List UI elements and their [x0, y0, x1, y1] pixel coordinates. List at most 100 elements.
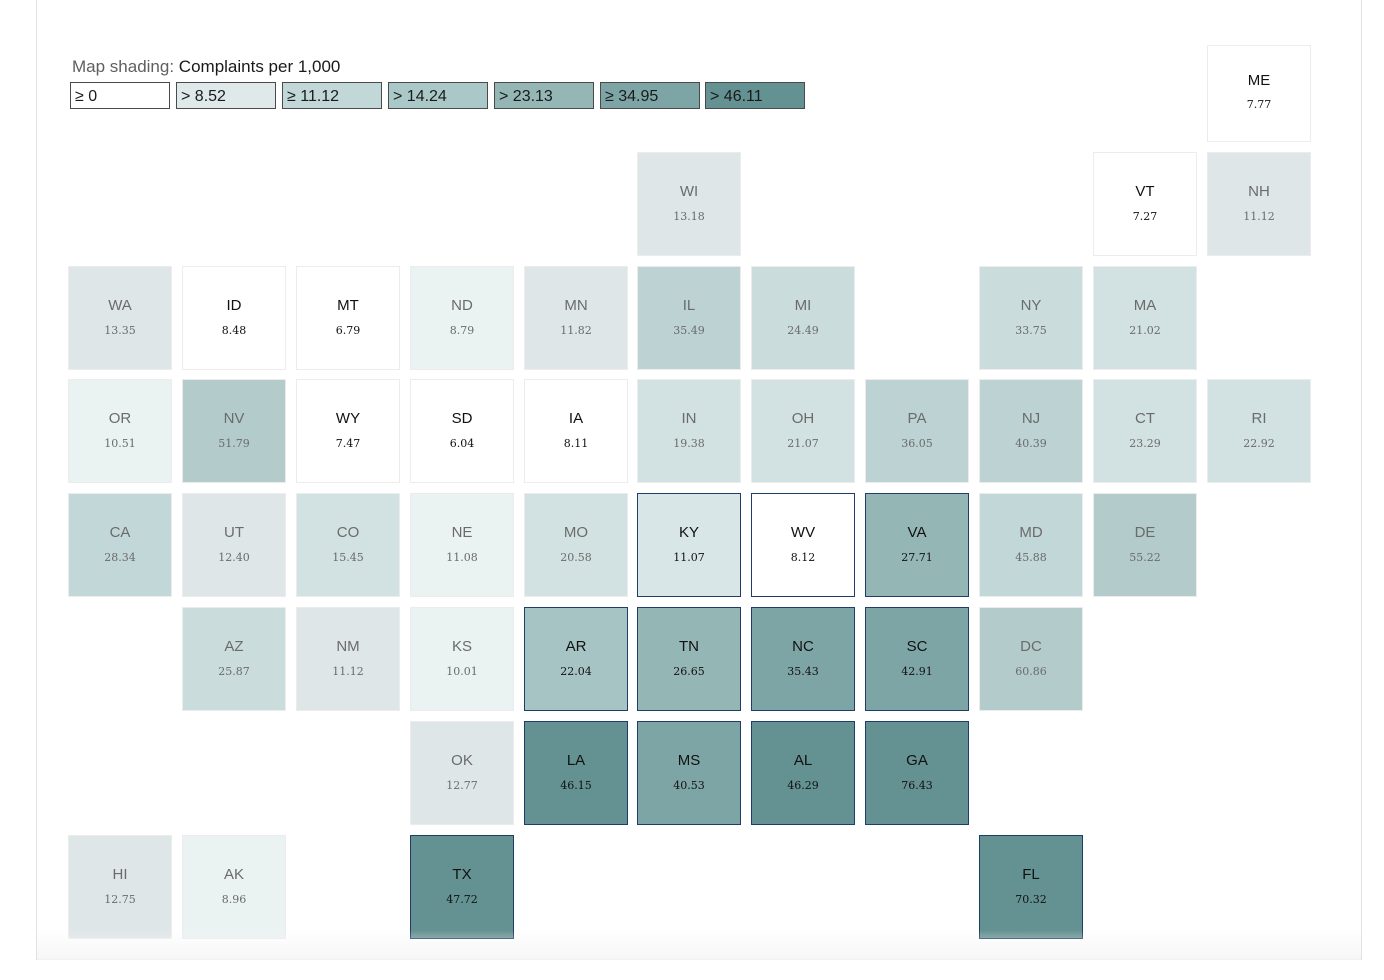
- state-tile-wy[interactable]: WY 7.47: [296, 379, 400, 483]
- state-tile-ga[interactable]: GA 76.43: [865, 721, 969, 825]
- state-tile-de[interactable]: DE 55.22: [1093, 493, 1197, 597]
- state-tile-nh[interactable]: NH 11.12: [1207, 152, 1311, 256]
- state-value: 7.77: [1246, 98, 1272, 111]
- state-tile-mn[interactable]: MN 11.82: [524, 266, 628, 370]
- state-tile-dc[interactable]: DC 60.86: [979, 607, 1083, 711]
- state-tile-nv[interactable]: NV 51.79: [182, 379, 286, 483]
- state-abbr: WY: [335, 410, 361, 427]
- state-tile-ms[interactable]: MS 40.53: [637, 721, 741, 825]
- state-abbr: NJ: [1021, 410, 1041, 427]
- state-tile-va[interactable]: VA 27.71: [865, 493, 969, 597]
- state-tile-ak[interactable]: AK 8.96: [182, 835, 286, 939]
- state-abbr: AZ: [224, 638, 244, 655]
- state-tile-wv[interactable]: WV 8.12: [751, 493, 855, 597]
- legend-bin[interactable]: > 23.13: [494, 82, 594, 109]
- state-tile-ma[interactable]: MA 21.02: [1093, 266, 1197, 370]
- state-abbr: ME: [1247, 72, 1271, 89]
- state-tile-co[interactable]: CO 15.45: [296, 493, 400, 597]
- state-abbr: CT: [1135, 410, 1155, 427]
- state-value: 25.87: [218, 665, 250, 678]
- state-value: 8.96: [221, 893, 247, 906]
- state-tile-fl[interactable]: FL 70.32: [979, 835, 1083, 939]
- state-abbr: OR: [108, 410, 132, 427]
- state-tile-ny[interactable]: NY 33.75: [979, 266, 1083, 370]
- state-tile-mi[interactable]: MI 24.49: [751, 266, 855, 370]
- state-value: 11.07: [673, 551, 705, 564]
- state-tile-il[interactable]: IL 35.49: [637, 266, 741, 370]
- legend-bin[interactable]: > 8.52: [176, 82, 276, 109]
- state-tile-nd[interactable]: ND 8.79: [410, 266, 514, 370]
- state-tile-or[interactable]: OR 10.51: [68, 379, 172, 483]
- state-value: 47.72: [446, 893, 478, 906]
- state-tile-in[interactable]: IN 19.38: [637, 379, 741, 483]
- state-abbr: SC: [906, 638, 928, 655]
- state-tile-ri[interactable]: RI 22.92: [1207, 379, 1311, 483]
- legend-bin[interactable]: ≥ 34.95: [600, 82, 700, 109]
- state-tile-nj[interactable]: NJ 40.39: [979, 379, 1083, 483]
- state-tile-ct[interactable]: CT 23.29: [1093, 379, 1197, 483]
- state-abbr: MN: [564, 297, 588, 314]
- state-tile-wa[interactable]: WA 13.35: [68, 266, 172, 370]
- state-value: 12.77: [446, 779, 478, 792]
- state-abbr: TN: [679, 638, 699, 655]
- state-tile-wi[interactable]: WI 13.18: [637, 152, 741, 256]
- state-tile-az[interactable]: AZ 25.87: [182, 607, 286, 711]
- state-tile-sc[interactable]: SC 42.91: [865, 607, 969, 711]
- state-tile-md[interactable]: MD 45.88: [979, 493, 1083, 597]
- state-tile-ky[interactable]: KY 11.07: [637, 493, 741, 597]
- state-tile-vt[interactable]: VT 7.27: [1093, 152, 1197, 256]
- state-abbr: AL: [793, 752, 813, 769]
- legend-bin[interactable]: ≥ 0: [70, 82, 170, 109]
- state-abbr: AK: [223, 866, 244, 883]
- state-tile-la[interactable]: LA 46.15: [524, 721, 628, 825]
- state-value: 33.75: [1015, 324, 1047, 337]
- state-value: 6.79: [335, 324, 361, 337]
- state-value: 7.47: [335, 437, 361, 450]
- state-abbr: OH: [791, 410, 815, 427]
- state-tile-al[interactable]: AL 46.29: [751, 721, 855, 825]
- state-tile-pa[interactable]: PA 36.05: [865, 379, 969, 483]
- state-abbr: NH: [1248, 183, 1270, 200]
- state-tile-id[interactable]: ID 8.48: [182, 266, 286, 370]
- state-tile-mo[interactable]: MO 20.58: [524, 493, 628, 597]
- state-tile-ia[interactable]: IA 8.11: [524, 379, 628, 483]
- state-tile-oh[interactable]: OH 21.07: [751, 379, 855, 483]
- state-abbr: PA: [907, 410, 927, 427]
- state-tile-ok[interactable]: OK 12.77: [410, 721, 514, 825]
- legend-bin[interactable]: > 14.24: [388, 82, 488, 109]
- legend-bin[interactable]: ≥ 11.12: [282, 82, 382, 109]
- state-abbr: HI: [112, 866, 128, 883]
- state-tile-ar[interactable]: AR 22.04: [524, 607, 628, 711]
- state-tile-nm[interactable]: NM 11.12: [296, 607, 400, 711]
- state-value: 15.45: [332, 551, 364, 564]
- state-abbr: KS: [451, 638, 472, 655]
- state-value: 70.32: [1015, 893, 1047, 906]
- state-value: 23.29: [1129, 437, 1161, 450]
- state-tile-ut[interactable]: UT 12.40: [182, 493, 286, 597]
- state-value: 35.43: [787, 665, 819, 678]
- state-abbr: LA: [566, 752, 586, 769]
- state-tile-me[interactable]: ME 7.77: [1207, 45, 1311, 142]
- state-abbr: MO: [563, 524, 589, 541]
- state-value: 26.65: [673, 665, 705, 678]
- state-tile-tn[interactable]: TN 26.65: [637, 607, 741, 711]
- state-abbr: KY: [678, 524, 699, 541]
- state-tile-sd[interactable]: SD 6.04: [410, 379, 514, 483]
- state-tile-hi[interactable]: HI 12.75: [68, 835, 172, 939]
- legend-bin[interactable]: > 46.11: [705, 82, 805, 109]
- state-abbr: NV: [223, 410, 245, 427]
- state-value: 40.39: [1015, 437, 1047, 450]
- state-tile-ca[interactable]: CA 28.34: [68, 493, 172, 597]
- state-abbr: FL: [1022, 866, 1040, 883]
- state-abbr: NM: [336, 638, 360, 655]
- state-abbr: TX: [452, 866, 472, 883]
- state-tile-ks[interactable]: KS 10.01: [410, 607, 514, 711]
- state-value: 60.86: [1015, 665, 1047, 678]
- state-tile-ne[interactable]: NE 11.08: [410, 493, 514, 597]
- state-tile-mt[interactable]: MT 6.79: [296, 266, 400, 370]
- state-abbr: OK: [451, 752, 473, 769]
- state-tile-nc[interactable]: NC 35.43: [751, 607, 855, 711]
- state-abbr: IL: [682, 297, 696, 314]
- state-abbr: MA: [1133, 297, 1157, 314]
- state-tile-tx[interactable]: TX 47.72: [410, 835, 514, 939]
